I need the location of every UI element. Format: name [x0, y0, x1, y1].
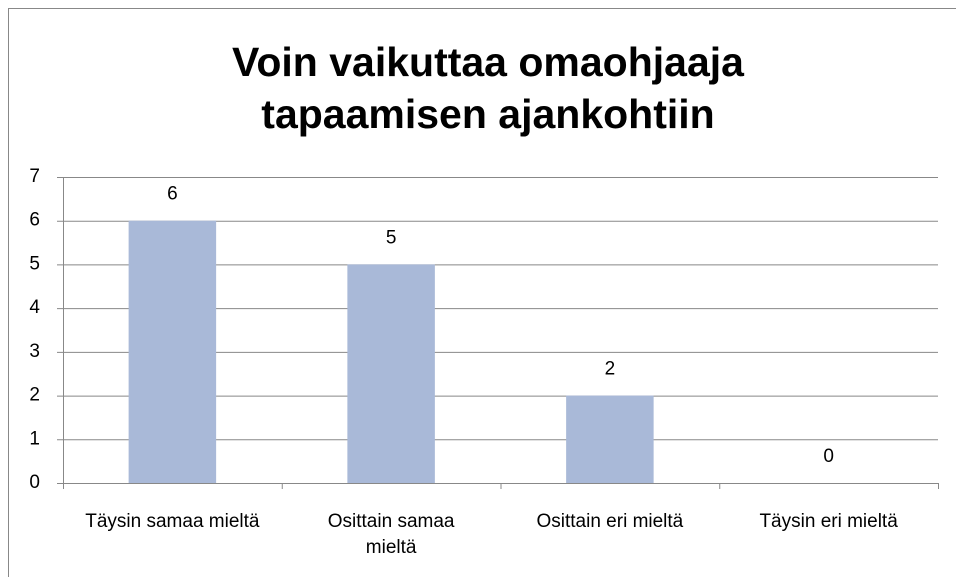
y-tick-label: 5 [29, 253, 40, 274]
y-tick-label: 4 [29, 297, 40, 318]
chart-title: Voin vaikuttaa omaohjaaja tapaamisen aja… [232, 39, 744, 137]
value-label: 2 [605, 359, 616, 380]
bar [128, 220, 217, 483]
value-label: 5 [386, 227, 397, 248]
x-tick-label: Osittain eri mieltä [536, 511, 684, 532]
bar [566, 395, 654, 483]
value-label: 6 [167, 184, 178, 205]
y-tick-label: 3 [29, 341, 40, 362]
y-tick-label: 1 [29, 428, 40, 449]
x-tick-label: Täysin samaa mieltä [85, 511, 260, 532]
y-tick-label: 2 [29, 385, 40, 406]
x-tick-label: Täysin eri mieltä [759, 511, 898, 532]
value-label: 0 [823, 446, 834, 467]
y-tick-label: 6 [29, 210, 40, 231]
chart-border [8, 8, 956, 577]
y-tick-label: 0 [29, 472, 40, 493]
bar [347, 264, 435, 483]
x-tick-label: Osittain samaa mieltä [327, 511, 455, 558]
y-tick-label: 7 [29, 166, 40, 187]
